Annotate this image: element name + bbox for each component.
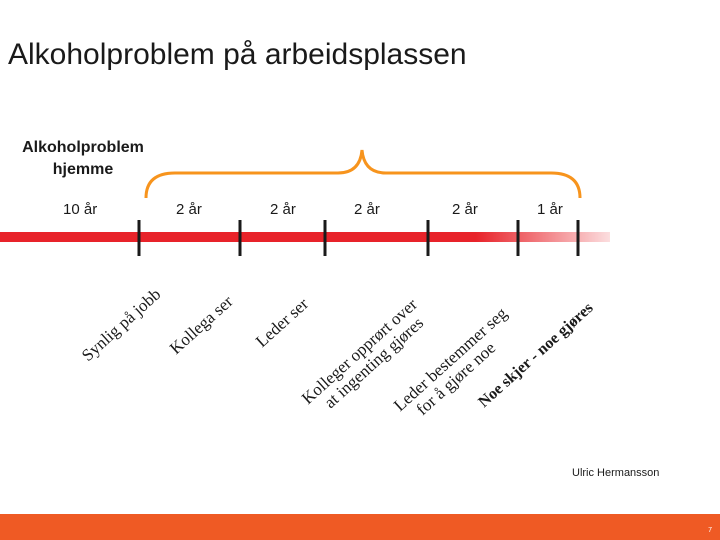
page-number: 7 xyxy=(708,527,712,534)
duration-label: 2 år xyxy=(270,201,296,218)
stage-label: Leder ser xyxy=(252,294,312,351)
duration-label: 10 år xyxy=(63,201,98,218)
home-problem-label: Alkoholproblem hjemme xyxy=(22,139,144,178)
stage-label: Kollega ser xyxy=(166,292,237,358)
timeline-bar xyxy=(0,232,610,242)
page-title: Alkoholproblem på arbeidsplassen xyxy=(8,38,467,71)
author-name: Ulric Hermansson xyxy=(572,467,660,479)
duration-label: 2 år xyxy=(354,201,380,218)
duration-label: 2 år xyxy=(176,201,202,218)
duration-label: 2 år xyxy=(452,201,478,218)
curly-brace xyxy=(144,149,582,199)
duration-label: 1 år xyxy=(537,201,563,218)
stage-label: Synlig på jobb xyxy=(78,284,164,364)
footer-bar: 7 xyxy=(0,514,720,540)
